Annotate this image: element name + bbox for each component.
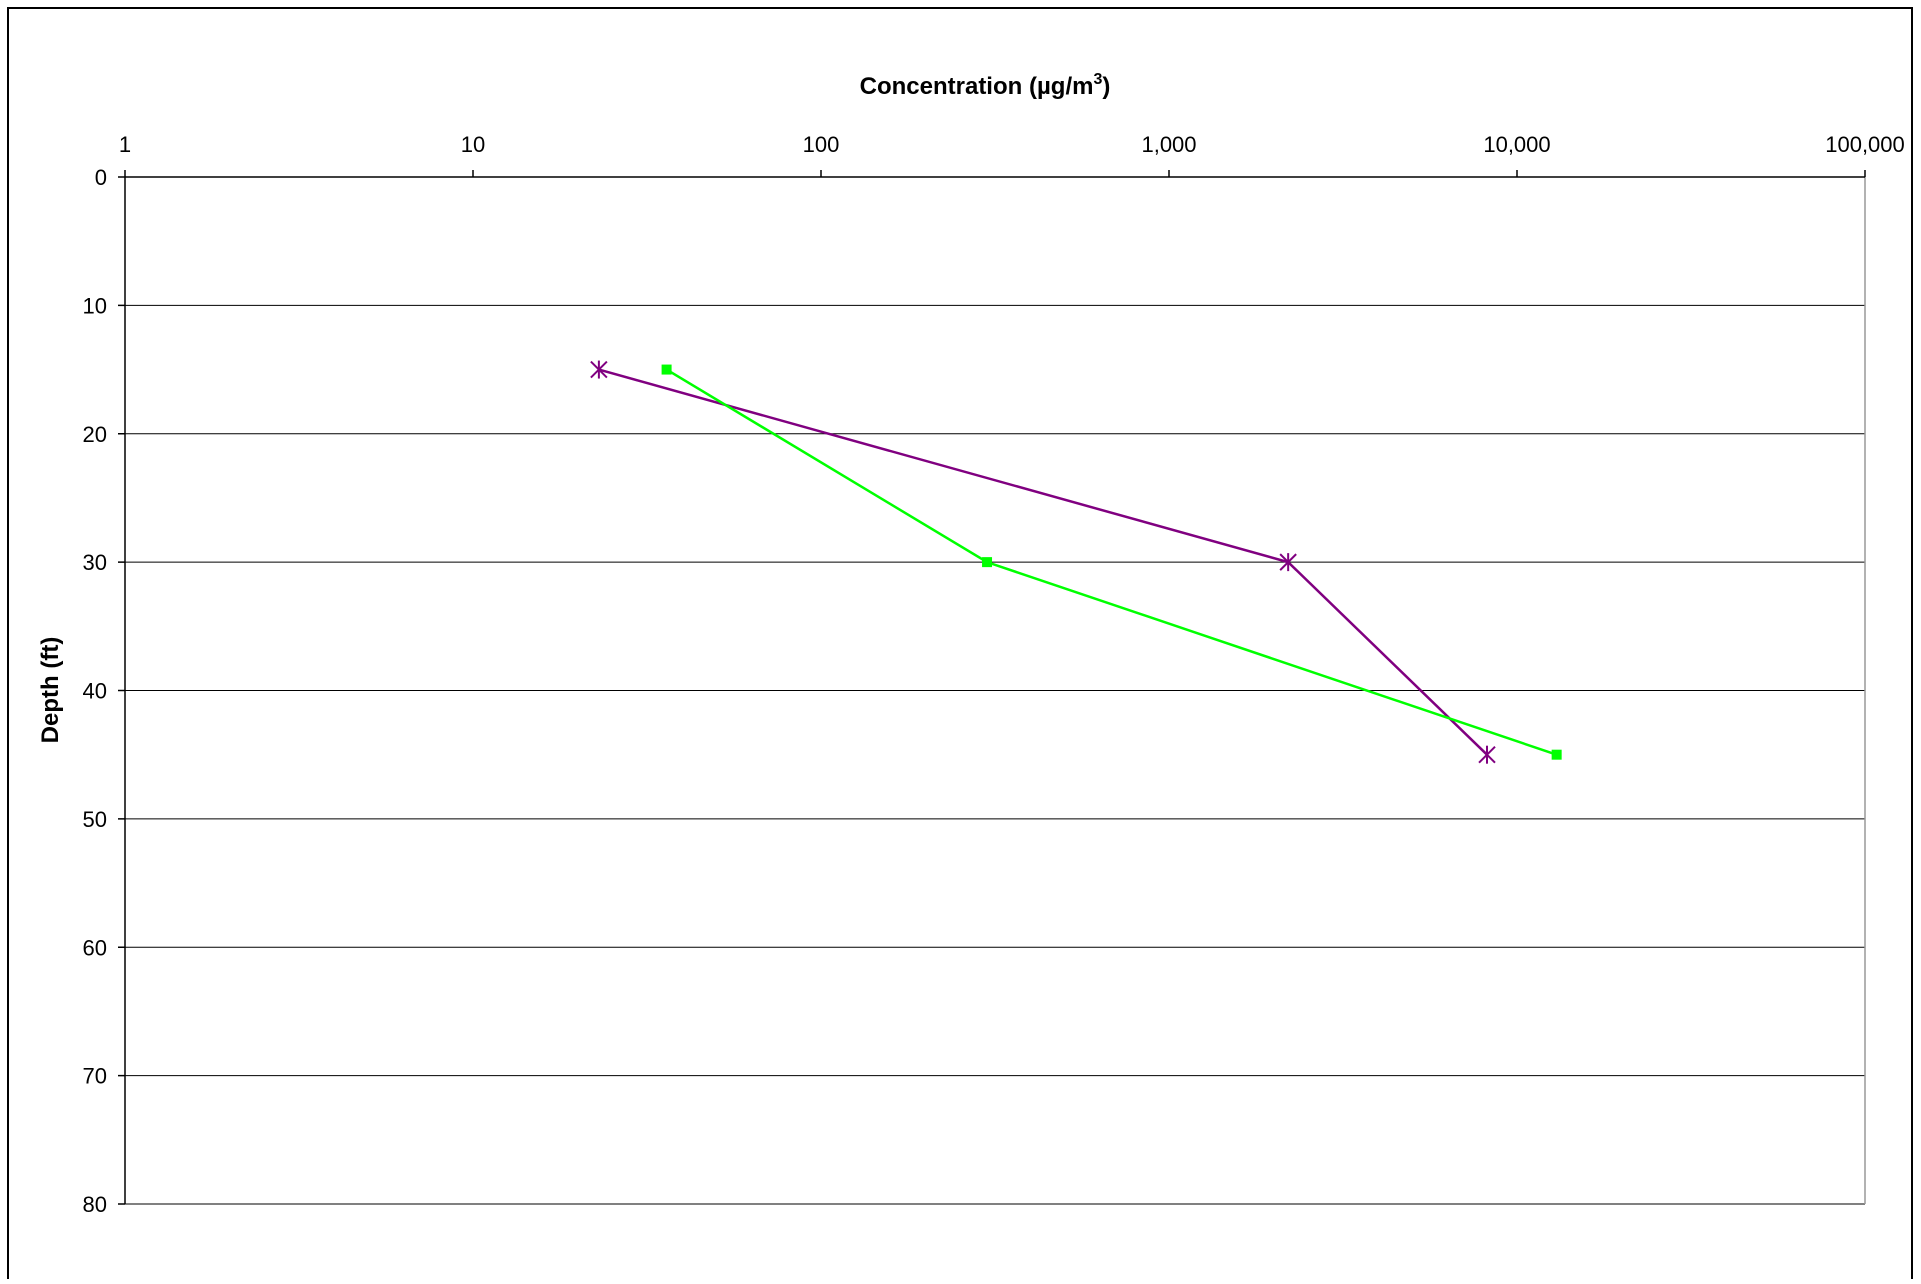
axis-labels: Concentration (µg/m3) Depth (ft) 1 10 100 1…: [37, 71, 1905, 1217]
y-tick-label: 30: [83, 550, 107, 575]
chart-area-border: [7, 7, 1913, 1284]
data-point-square: [1551, 749, 1562, 760]
x-axis-title: Concentration (µg/m3): [860, 71, 1111, 100]
data-point-asterisk: [590, 360, 608, 379]
y-tick-label: 0: [95, 165, 107, 190]
axes: [118, 170, 1866, 1205]
y-tick-label: 40: [83, 679, 107, 704]
x-tick-label: 1: [119, 132, 131, 157]
x-tick-label: 10: [461, 132, 485, 157]
x-tick-label: 10,000: [1483, 132, 1550, 157]
y-tick-label: 20: [83, 422, 107, 447]
data-point-square: [661, 364, 672, 375]
y-tick-label: 80: [83, 1192, 107, 1217]
data-point-asterisk: [1478, 745, 1496, 764]
grid-lines: [125, 304, 1865, 1205]
y-tick-label: 10: [83, 293, 107, 318]
y-tick-label: 50: [83, 807, 107, 832]
x-tick-label: 100: [803, 132, 840, 157]
y-tick-label: 60: [83, 935, 107, 960]
y-tick-label: 70: [83, 1064, 107, 1089]
data-point-square: [982, 557, 993, 568]
series-lines: [590, 360, 1562, 764]
x-tick-label: 1,000: [1141, 132, 1196, 157]
data-point-asterisk: [1279, 553, 1297, 572]
y-axis-title: Depth (ft): [37, 637, 64, 744]
x-tick-label: 100,000: [1825, 132, 1905, 157]
